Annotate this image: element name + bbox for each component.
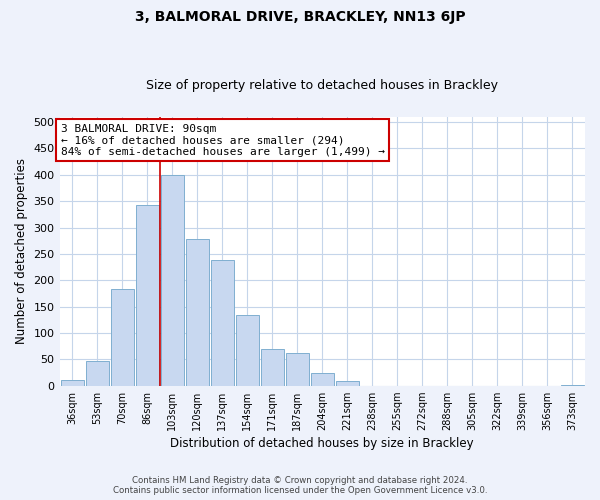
Bar <box>311 372 334 386</box>
Text: 3, BALMORAL DRIVE, BRACKLEY, NN13 6JP: 3, BALMORAL DRIVE, BRACKLEY, NN13 6JP <box>134 10 466 24</box>
Bar <box>185 239 209 386</box>
Bar <box>561 384 584 386</box>
Y-axis label: Number of detached properties: Number of detached properties <box>15 158 28 344</box>
Bar <box>61 380 83 386</box>
Bar <box>110 289 134 386</box>
Bar <box>136 205 158 386</box>
X-axis label: Distribution of detached houses by size in Brackley: Distribution of detached houses by size … <box>170 437 474 450</box>
Bar <box>86 361 109 386</box>
Bar <box>336 382 359 386</box>
Bar <box>161 175 184 386</box>
Title: Size of property relative to detached houses in Brackley: Size of property relative to detached ho… <box>146 79 498 92</box>
Bar <box>236 314 259 386</box>
Bar <box>261 349 284 386</box>
Text: 3 BALMORAL DRIVE: 90sqm
← 16% of detached houses are smaller (294)
84% of semi-d: 3 BALMORAL DRIVE: 90sqm ← 16% of detache… <box>61 124 385 157</box>
Bar <box>211 260 233 386</box>
Text: Contains HM Land Registry data © Crown copyright and database right 2024.
Contai: Contains HM Land Registry data © Crown c… <box>113 476 487 495</box>
Bar <box>286 353 309 386</box>
